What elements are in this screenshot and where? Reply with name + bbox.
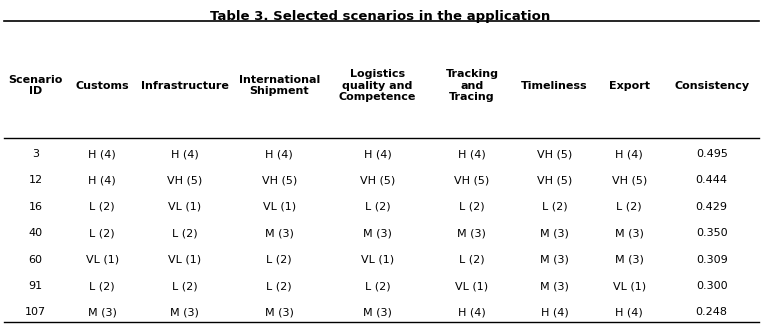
Text: L (2): L (2) [616, 202, 642, 212]
Text: VH (5): VH (5) [537, 149, 572, 159]
Text: VH (5): VH (5) [454, 175, 489, 185]
Text: L (2): L (2) [266, 255, 292, 265]
Text: VH (5): VH (5) [537, 175, 572, 185]
Text: H (4): H (4) [458, 307, 486, 318]
Text: Table 3. Selected scenarios in the application: Table 3. Selected scenarios in the appli… [210, 10, 551, 23]
Text: L (2): L (2) [365, 281, 390, 291]
Text: L (2): L (2) [172, 228, 198, 238]
Text: 0.495: 0.495 [696, 149, 728, 159]
Text: M (3): M (3) [540, 228, 569, 238]
Text: 0.248: 0.248 [696, 307, 728, 318]
Text: VH (5): VH (5) [360, 175, 395, 185]
Text: H (4): H (4) [540, 307, 568, 318]
Text: 0.429: 0.429 [696, 202, 728, 212]
Text: L (2): L (2) [266, 281, 292, 291]
Text: M (3): M (3) [457, 228, 486, 238]
Text: H (4): H (4) [171, 149, 199, 159]
Text: International
Shipment: International Shipment [239, 75, 320, 96]
Text: Infrastructure: Infrastructure [141, 81, 229, 91]
Text: 3: 3 [32, 149, 39, 159]
Text: VH (5): VH (5) [612, 175, 647, 185]
Text: Export: Export [609, 81, 650, 91]
Text: M (3): M (3) [265, 307, 294, 318]
Text: M (3): M (3) [615, 255, 644, 265]
Text: Consistency: Consistency [674, 81, 750, 91]
Text: 0.350: 0.350 [696, 228, 728, 238]
Text: L (2): L (2) [90, 228, 115, 238]
Text: 0.309: 0.309 [696, 255, 728, 265]
Text: VL (1): VL (1) [613, 281, 646, 291]
Text: L (2): L (2) [365, 202, 390, 212]
Text: M (3): M (3) [615, 228, 644, 238]
Text: VL (1): VL (1) [361, 255, 394, 265]
Text: VL (1): VL (1) [263, 202, 296, 212]
Text: VH (5): VH (5) [262, 175, 297, 185]
Text: L (2): L (2) [459, 202, 485, 212]
Text: 16: 16 [28, 202, 43, 212]
Text: M (3): M (3) [540, 255, 569, 265]
Text: Tracking
and
Tracing: Tracking and Tracing [445, 69, 498, 102]
Text: VL (1): VL (1) [168, 202, 202, 212]
Text: H (4): H (4) [266, 149, 293, 159]
Text: H (4): H (4) [364, 149, 391, 159]
Text: L (2): L (2) [90, 202, 115, 212]
Text: 12: 12 [28, 175, 43, 185]
Text: 0.300: 0.300 [696, 281, 728, 291]
Text: M (3): M (3) [540, 281, 569, 291]
Text: Scenario
ID: Scenario ID [8, 75, 62, 96]
Text: L (2): L (2) [542, 202, 567, 212]
Text: M (3): M (3) [363, 228, 392, 238]
Text: M (3): M (3) [363, 307, 392, 318]
Text: L (2): L (2) [459, 255, 485, 265]
Text: L (2): L (2) [172, 281, 198, 291]
Text: H (4): H (4) [616, 149, 643, 159]
Text: VL (1): VL (1) [86, 255, 119, 265]
Text: Logistics
quality and
Competence: Logistics quality and Competence [339, 69, 416, 102]
Text: L (2): L (2) [90, 281, 115, 291]
Text: H (4): H (4) [88, 175, 116, 185]
Text: 107: 107 [25, 307, 46, 318]
Text: H (4): H (4) [458, 149, 486, 159]
Text: Customs: Customs [75, 81, 129, 91]
Text: H (4): H (4) [88, 149, 116, 159]
Text: 0.444: 0.444 [696, 175, 728, 185]
Text: M (3): M (3) [170, 307, 199, 318]
Text: VL (1): VL (1) [455, 281, 489, 291]
Text: 60: 60 [28, 255, 43, 265]
Text: M (3): M (3) [265, 228, 294, 238]
Text: H (4): H (4) [616, 307, 643, 318]
Text: 40: 40 [28, 228, 43, 238]
Text: VL (1): VL (1) [168, 255, 202, 265]
Text: Timeliness: Timeliness [521, 81, 587, 91]
Text: 91: 91 [28, 281, 43, 291]
Text: M (3): M (3) [88, 307, 116, 318]
Text: VH (5): VH (5) [167, 175, 202, 185]
